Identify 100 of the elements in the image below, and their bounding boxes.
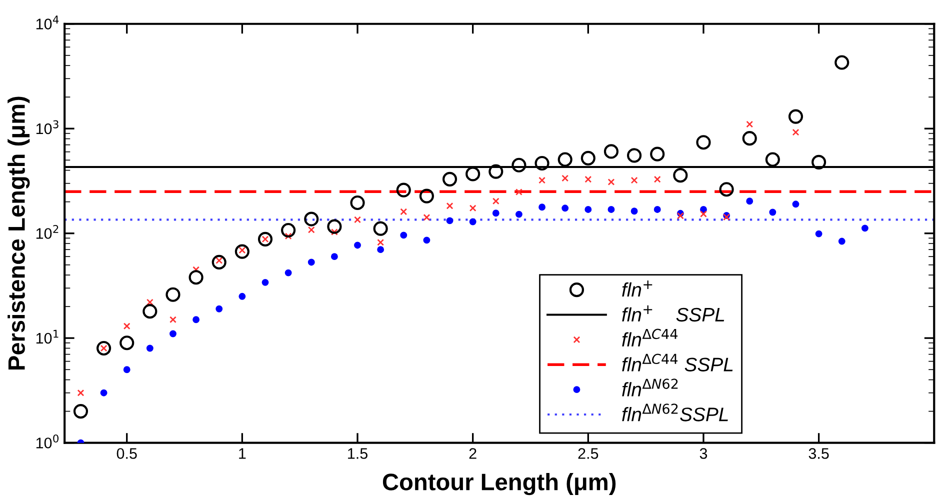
point xyxy=(488,164,504,179)
point xyxy=(330,228,338,236)
text: fln$^{+}$ SSPL xyxy=(622,305,724,322)
point xyxy=(77,389,84,396)
point xyxy=(654,176,661,183)
point xyxy=(284,269,292,276)
x-tick-label: 2 xyxy=(469,448,476,459)
point xyxy=(492,210,500,217)
point xyxy=(746,120,754,128)
point xyxy=(238,292,246,300)
point xyxy=(330,253,338,260)
point xyxy=(146,298,154,306)
y-tick-label: 10$^{2}$ xyxy=(36,224,58,239)
point xyxy=(258,232,273,246)
point xyxy=(792,128,800,136)
point xyxy=(626,148,642,163)
point xyxy=(308,226,315,234)
point xyxy=(469,204,476,212)
point xyxy=(350,195,365,210)
point xyxy=(446,217,454,224)
point xyxy=(700,206,707,213)
point xyxy=(234,244,250,259)
point xyxy=(515,210,522,218)
point xyxy=(742,131,757,146)
point xyxy=(396,182,411,198)
point xyxy=(700,210,707,218)
point xyxy=(192,266,200,274)
point xyxy=(188,270,204,285)
point xyxy=(73,404,88,419)
point xyxy=(466,166,480,182)
y-tick-label: 10$^{0}$ xyxy=(36,434,59,448)
point xyxy=(123,366,130,374)
point xyxy=(792,200,800,208)
point xyxy=(630,208,638,215)
point xyxy=(170,330,176,338)
x-tick-label: 3 xyxy=(700,448,708,459)
point xyxy=(696,135,711,150)
point xyxy=(146,344,154,352)
point xyxy=(534,156,550,171)
point xyxy=(262,278,269,286)
point xyxy=(123,322,130,330)
point xyxy=(630,176,638,184)
x-tick-label: 1 xyxy=(239,448,246,459)
point xyxy=(608,206,615,213)
point xyxy=(512,158,526,172)
point xyxy=(212,254,226,270)
point xyxy=(746,198,754,205)
legend-label: fln$^{ΔN62}$ xyxy=(622,378,678,396)
point xyxy=(166,287,180,302)
point xyxy=(377,238,384,246)
point xyxy=(834,55,850,70)
point xyxy=(327,219,342,234)
point xyxy=(216,305,223,312)
legend-label: fln$^{ΔN62}$SSPL xyxy=(622,404,728,422)
point xyxy=(584,176,592,183)
point xyxy=(654,206,661,213)
point xyxy=(120,336,134,350)
point xyxy=(100,389,108,396)
point xyxy=(442,172,458,186)
point xyxy=(604,144,619,159)
legend-label: fln$^{+}$ xyxy=(622,280,652,296)
point xyxy=(142,304,158,319)
point xyxy=(815,230,822,238)
point xyxy=(400,232,408,239)
point xyxy=(676,212,684,220)
point xyxy=(354,242,361,249)
point xyxy=(515,188,522,196)
point xyxy=(719,182,734,197)
point xyxy=(377,246,384,254)
point xyxy=(373,221,388,236)
x-tick-label: 2.5 xyxy=(578,448,598,459)
legend-label: fln$^{ΔC44}$ xyxy=(622,328,678,346)
point xyxy=(308,258,315,266)
y-tick-label: 10$^{4}$ xyxy=(36,16,59,30)
point xyxy=(788,109,804,124)
point xyxy=(765,152,780,167)
point xyxy=(281,222,296,238)
point xyxy=(558,152,572,167)
x-tick-label: 3.5 xyxy=(808,448,829,459)
point xyxy=(423,214,430,221)
point xyxy=(538,204,546,211)
point xyxy=(538,176,546,184)
point xyxy=(562,174,569,182)
point xyxy=(861,224,868,232)
point xyxy=(650,146,665,162)
x-tick-label: 0.5 xyxy=(116,448,137,459)
point xyxy=(608,178,615,186)
y-tick-label: 10$^{1}$ xyxy=(36,330,58,344)
point xyxy=(838,238,846,245)
x-tick-label: 1.5 xyxy=(348,448,368,459)
point xyxy=(170,316,176,324)
point xyxy=(673,168,688,183)
point xyxy=(400,208,408,216)
legend-label: fln$^{ΔC44}$ SSPL xyxy=(622,354,733,372)
point xyxy=(769,208,776,216)
y-tick-label: 10$^{3}$ xyxy=(36,120,58,134)
point xyxy=(812,154,826,170)
point xyxy=(469,218,476,226)
point xyxy=(354,216,361,224)
point xyxy=(492,198,500,205)
